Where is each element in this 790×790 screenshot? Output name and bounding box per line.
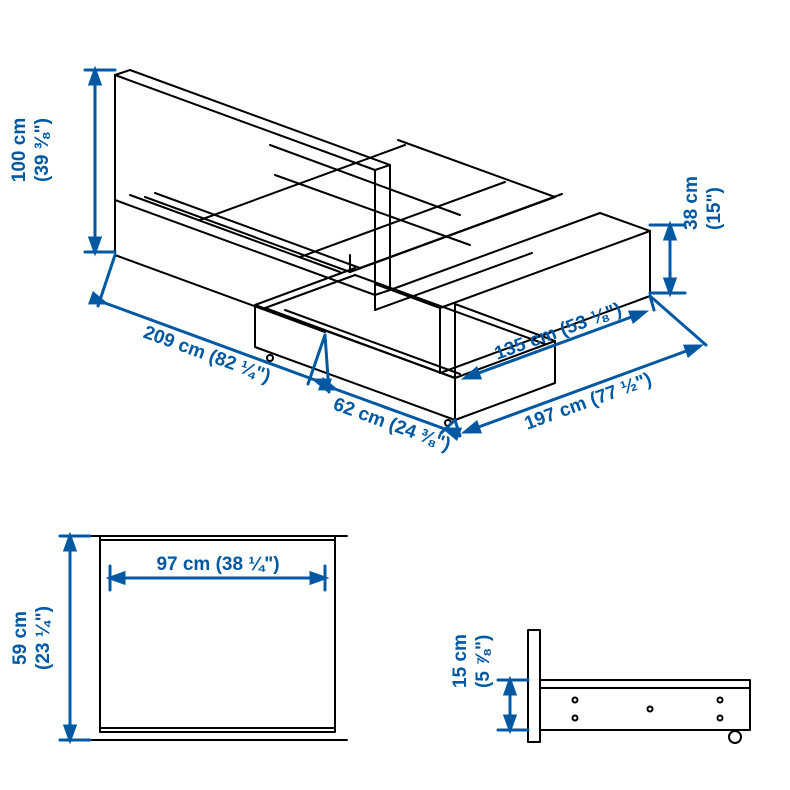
dim-drawer-outer-cm: 59 cm (10, 611, 31, 665)
bed-isometric (115, 70, 650, 426)
dim-drawer-outer-imp: (23 ¼") (33, 606, 54, 670)
dim-drawer-side-cm: 15 cm (450, 634, 471, 688)
dim-side-cm: 38 cm (681, 176, 702, 230)
drawer-side-view (528, 630, 750, 743)
dim-lines-drawer-side (498, 680, 528, 730)
dim-width-outer: 197 cm (77 ½") (522, 369, 655, 434)
dim-side-imp: (15") (704, 187, 725, 230)
dim-headboard-imp: (39 ⅜") (32, 118, 53, 182)
dim-length-cm: 209 cm (82 ¼") (140, 322, 273, 387)
dimension-diagram: 100 cm (39 ⅜") 38 cm (15") 209 cm (82 ¼"… (0, 0, 790, 790)
dim-drawer-inner: 97 cm (38 ¼") (156, 554, 279, 575)
dim-drawer-side-imp: (5 ⅞") (473, 635, 494, 688)
dim-headboard-cm: 100 cm (9, 118, 30, 182)
